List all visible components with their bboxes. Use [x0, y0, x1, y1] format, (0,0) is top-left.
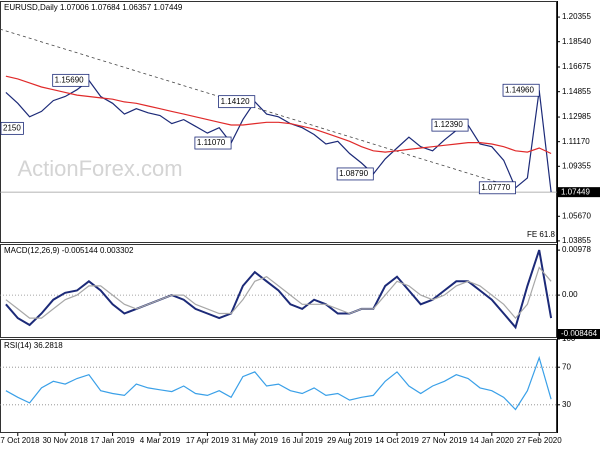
annotation-label: 1.14960 [505, 85, 534, 94]
y-tick-label: 1.16675 [562, 62, 591, 71]
panel-title: RSI(14) 36.2818 [4, 341, 63, 350]
annotation-label: 1.07770 [481, 183, 510, 192]
last-value-label: 1.07449 [561, 187, 590, 196]
x-tick-label: 17 Jan 2019 [91, 436, 136, 445]
y-tick-label: 1.11170 [562, 137, 590, 146]
y-tick-label: 1.14855 [562, 87, 591, 96]
annotation-box [478, 181, 516, 195]
panel-title: MACD(12,26,9) -0.005144 0.003302 [4, 246, 134, 255]
panel-frame [0, 339, 557, 433]
x-tick-label: 14 Oct 2019 [375, 436, 419, 445]
panel-frame [0, 244, 557, 338]
x-tick-label: 17 Apr 2019 [186, 436, 230, 445]
last-value-box [558, 187, 600, 198]
x-tick-label: 29 Aug 2019 [327, 436, 372, 445]
annotation-box [218, 95, 256, 109]
y-tick-label: 30 [562, 400, 571, 409]
x-tick-label: 17 Oct 2018 [0, 436, 40, 445]
y-tick-label: 1.05670 [562, 211, 591, 220]
x-tick-label: 4 Mar 2019 [140, 436, 181, 445]
annotation-label: 2150 [3, 123, 21, 132]
annotation-label: 1.14120 [221, 97, 250, 106]
y-tick-label: 1.03855 [562, 236, 591, 245]
y-tick-label: 70 [562, 362, 571, 371]
y-tick-label: 1.09355 [562, 161, 591, 170]
last-value-box [558, 329, 600, 340]
y-tick-label: 1.20355 [562, 12, 591, 21]
annotation-box [431, 118, 469, 132]
series-line [5, 249, 553, 330]
panel-plot: 2150 1.15690 1.11070 1.14120 1.08790 1.12390 1… [0, 28, 557, 195]
x-tick-label: 14 Jan 2020 [470, 436, 515, 445]
y-tick-label: 100 [562, 334, 576, 343]
x-tick-label: 31 May 2019 [232, 436, 279, 445]
annotation-box [0, 121, 24, 135]
series-line [5, 266, 552, 320]
annotation-box [194, 136, 232, 150]
last-value-label: -0.008464 [561, 329, 598, 338]
y-tick-label: 0.00 [562, 290, 578, 299]
note: FE 61.8 [527, 230, 556, 239]
panel-title: EURUSD,Daily 1.07006 1.07684 1.06357 1.0… [4, 3, 183, 12]
watermark: ActionForex.com [17, 156, 182, 181]
x-tick-label: 27 Nov 2019 [422, 436, 468, 445]
series-line [5, 355, 552, 411]
annotation-box [52, 73, 90, 87]
panel-plot [0, 355, 557, 411]
y-tick-label: 1.12985 [562, 112, 591, 121]
x-tick-label: 16 Jul 2019 [282, 436, 324, 445]
annotation-label: 1.15690 [55, 75, 84, 84]
panel-plot [0, 249, 557, 330]
annotation-label: 1.12390 [434, 120, 463, 129]
y-tick-label: 1.18540 [562, 37, 591, 46]
annotation-label: 1.11070 [197, 138, 226, 147]
x-tick-label: 27 Feb 2020 [517, 436, 562, 445]
x-tick-label: 30 Nov 2018 [42, 436, 88, 445]
annotation-box [336, 167, 374, 181]
series-line [5, 75, 552, 155]
annotation-label: 1.08790 [339, 169, 368, 178]
y-tick-label: 0.00978 [562, 245, 591, 254]
annotation-box [502, 83, 540, 97]
panel-frame [0, 1, 557, 243]
